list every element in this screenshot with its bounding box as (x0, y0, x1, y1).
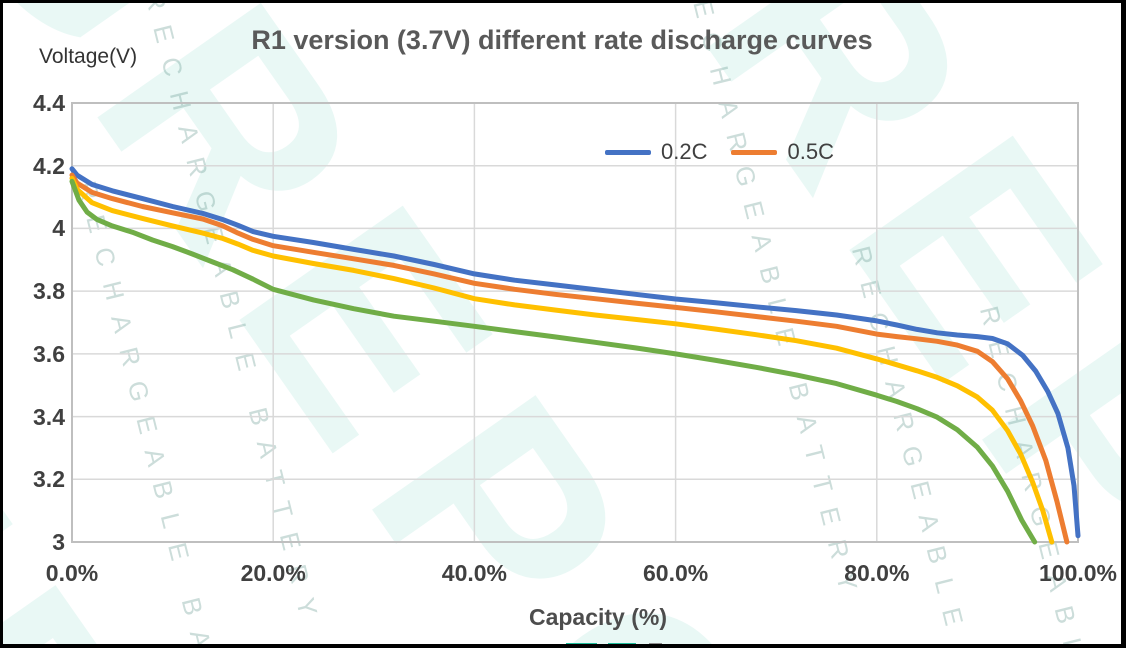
cropped-logo-fragment (566, 643, 597, 644)
legend-item: 0.2C (605, 139, 707, 165)
cropped-logo-fragment (649, 643, 662, 644)
x-tick-label: 0.0% (45, 560, 99, 586)
y-tick-label: 4 (52, 215, 65, 242)
y-tick-label: 3.8 (33, 278, 65, 305)
y-tick-label: 3 (52, 529, 65, 555)
y-tick-label: 4.2 (33, 152, 65, 179)
series-line-unlabeled-yellow (69, 175, 1055, 545)
plot-area (69, 102, 1081, 545)
series-line-unlabeled-green (69, 178, 1038, 545)
x-tick-label: 40.0% (441, 560, 507, 586)
x-tick-label: 80.0% (844, 560, 910, 586)
legend-line-swatch (731, 149, 778, 155)
legend-label: 0.2C (661, 139, 708, 164)
x-tick-label: 20.0% (240, 560, 306, 586)
series-line-0.2C (69, 166, 1081, 539)
y-axis-title: Voltage(V) (39, 45, 138, 68)
y-tick-label: 3.6 (33, 340, 65, 367)
y-tick-label: 3.2 (33, 466, 65, 493)
y-tick-label: 3.4 (33, 403, 65, 430)
legend-item: 0.5C (731, 139, 834, 165)
x-axis-title: Capacity (%) (528, 604, 668, 630)
chart-title: R1 version (3.7V) different rate dischar… (251, 25, 873, 55)
x-tick-label: 60.0% (642, 560, 709, 586)
legend-line-swatch (605, 149, 651, 155)
cropped-logo-fragment (608, 643, 636, 644)
legend-label: 0.5C (787, 139, 834, 164)
y-tick-label: 4.4 (33, 90, 65, 116)
series-line-0.5C (69, 172, 1070, 545)
chart-legend: 0.2C 0.5C (605, 139, 834, 165)
x-tick-label: 100.0% (1038, 560, 1117, 586)
